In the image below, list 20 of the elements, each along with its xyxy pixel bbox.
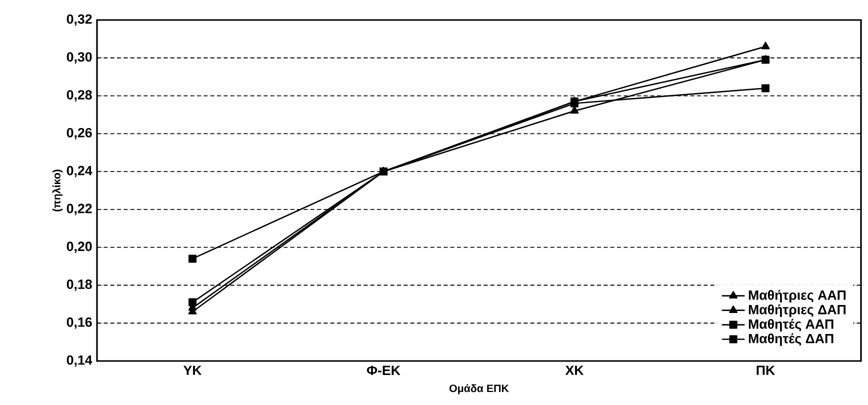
x-tick-label: ΥΚ	[183, 366, 202, 375]
y-tick-label: 0,32	[66, 14, 92, 26]
y-tick-label: 0,18	[66, 280, 92, 291]
y-tick-label: 0,20	[66, 242, 92, 254]
x-tick-label: Φ-ΕΚ	[366, 366, 400, 376]
y-tick-label: 0,14	[66, 355, 92, 367]
x-tick-label: ΧΚ	[565, 366, 584, 375]
y-tick-label: 0,30	[66, 52, 92, 64]
y-tick-label: 0,28	[66, 90, 92, 102]
x-axis-title: Ομάδα ΕΠΚ	[449, 384, 509, 394]
legend-label: Μαθήτριες ΑΑΠ	[748, 290, 846, 302]
y-tick-label: 0,16	[66, 317, 92, 329]
y-tick-label: 0,26	[66, 128, 92, 140]
legend-label: Μαθητές ΑΑΠ	[748, 318, 834, 332]
legend-label: Μαθητές ΔΑΠ	[748, 333, 834, 346]
y-tick-label: 0,24	[66, 166, 92, 178]
y-axis-title: (πηλίκο)	[52, 170, 63, 212]
legend-label: Μαθήτριες ΔΑΠ	[748, 304, 846, 317]
x-tick-label: ΠΚ	[756, 366, 776, 375]
y-tick-label: 0,22	[66, 204, 92, 216]
